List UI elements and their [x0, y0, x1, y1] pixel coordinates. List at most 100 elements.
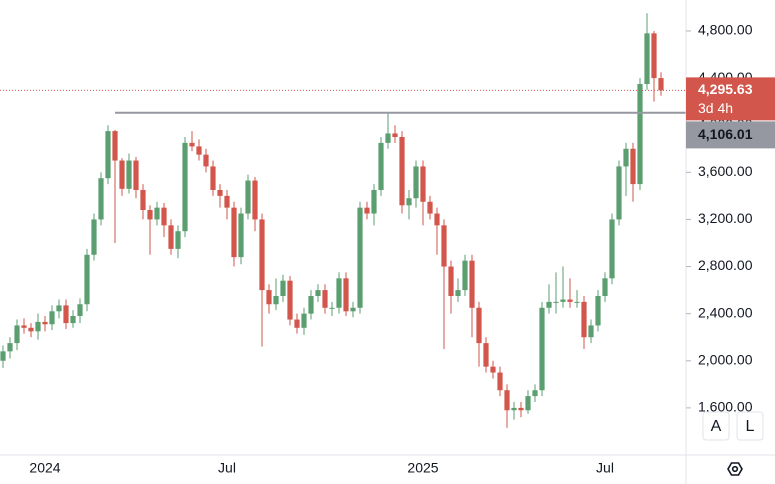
candle-body	[364, 207, 370, 214]
candle-body	[42, 321, 48, 325]
y-tick-label: 3,600.00	[698, 163, 753, 179]
candle-body	[49, 311, 55, 325]
candle-body	[133, 160, 139, 190]
y-tick-label: 3,200.00	[698, 210, 753, 226]
level-box	[686, 121, 775, 149]
candle-body	[497, 372, 503, 391]
plot-area	[0, 13, 686, 428]
candle-body	[434, 213, 440, 226]
candle-body	[476, 307, 482, 344]
candle-body	[7, 343, 13, 352]
gear-center	[731, 465, 739, 473]
candle-body	[644, 33, 650, 84]
candle-body	[560, 299, 566, 302]
candle-body	[336, 278, 342, 308]
candle-body	[350, 307, 356, 312]
candle-body	[588, 325, 594, 338]
candle-body	[238, 213, 244, 258]
candle-body	[259, 219, 265, 291]
x-tick-label: Jul	[218, 460, 236, 476]
candle-body	[35, 321, 41, 332]
candle-body	[525, 396, 531, 411]
candle-body	[203, 154, 209, 167]
candle-body	[469, 260, 475, 308]
candle-body	[280, 280, 286, 296]
last-price-box	[686, 77, 775, 121]
y-tick-label: 1,600.00	[698, 399, 753, 415]
candle-body	[504, 390, 510, 411]
candle-body	[322, 290, 328, 308]
candle-body	[56, 305, 62, 312]
candle-body	[637, 83, 643, 185]
candle-body	[119, 160, 125, 189]
scale-button-label[interactable]: A	[711, 418, 722, 435]
candle-body	[140, 189, 146, 211]
candle-body	[420, 166, 426, 202]
candle-body	[462, 260, 468, 291]
x-tick-label: 2025	[407, 460, 438, 476]
candle-body	[574, 301, 580, 303]
candle-body	[266, 290, 272, 305]
gear-shape	[727, 462, 743, 476]
candle-body	[385, 133, 391, 143]
candle-body	[413, 166, 419, 199]
candle-body	[630, 148, 636, 185]
candle-body	[287, 280, 293, 320]
candle-body	[182, 142, 188, 232]
candle-body	[532, 390, 538, 397]
candle-body	[210, 166, 216, 190]
candle-body	[175, 231, 181, 249]
candle-body	[77, 304, 83, 317]
candle-body	[252, 180, 258, 220]
candle-body	[196, 146, 202, 155]
scale-button[interactable]	[736, 411, 764, 441]
candle-body	[217, 189, 223, 196]
candle-body	[602, 278, 608, 296]
candle-body	[343, 278, 349, 312]
candle-body	[154, 207, 160, 220]
last-price-label: 4,295.63	[698, 81, 753, 97]
candle-body	[616, 166, 622, 220]
scale-button-label[interactable]: L	[746, 418, 755, 435]
candle-body	[392, 133, 398, 137]
candle-body	[91, 219, 97, 255]
candle-body	[168, 225, 174, 249]
candle-body	[651, 33, 657, 79]
candle-body	[595, 295, 601, 326]
settings-icon[interactable]	[727, 462, 743, 476]
candle-body	[308, 295, 314, 314]
candle-body	[21, 325, 27, 328]
candle-body	[455, 290, 461, 296]
candle-body	[448, 266, 454, 296]
candle-body	[371, 189, 377, 214]
candle-body	[623, 148, 629, 167]
candle-body	[399, 136, 405, 206]
candle-body	[553, 301, 559, 303]
candle-body	[161, 207, 167, 226]
candle-body	[14, 325, 20, 344]
x-tick-label: 2024	[29, 460, 60, 476]
candle-body	[567, 299, 573, 302]
candle-body	[273, 295, 279, 305]
candle-body	[539, 307, 545, 391]
scale-button[interactable]	[702, 411, 730, 441]
x-tick-label: Jul	[596, 460, 614, 476]
candle-body	[658, 78, 664, 91]
candle-body	[301, 313, 307, 328]
y-tick-label: 2,400.00	[698, 304, 753, 320]
candle-body	[294, 319, 300, 328]
y-tick-label: 2,000.00	[698, 351, 753, 367]
candle-body	[105, 131, 111, 179]
candle-body	[0, 351, 6, 361]
countdown: 3d 4h	[698, 100, 733, 116]
candle-body	[231, 207, 237, 258]
candle-body	[518, 407, 524, 411]
candle-body	[126, 160, 132, 189]
candle-body	[84, 254, 90, 305]
level-label: 4,106.01	[698, 126, 753, 142]
candle-body	[112, 131, 118, 161]
candle-body	[63, 305, 69, 324]
candle-body	[245, 180, 251, 214]
y-tick-label: 4,800.00	[698, 22, 753, 38]
